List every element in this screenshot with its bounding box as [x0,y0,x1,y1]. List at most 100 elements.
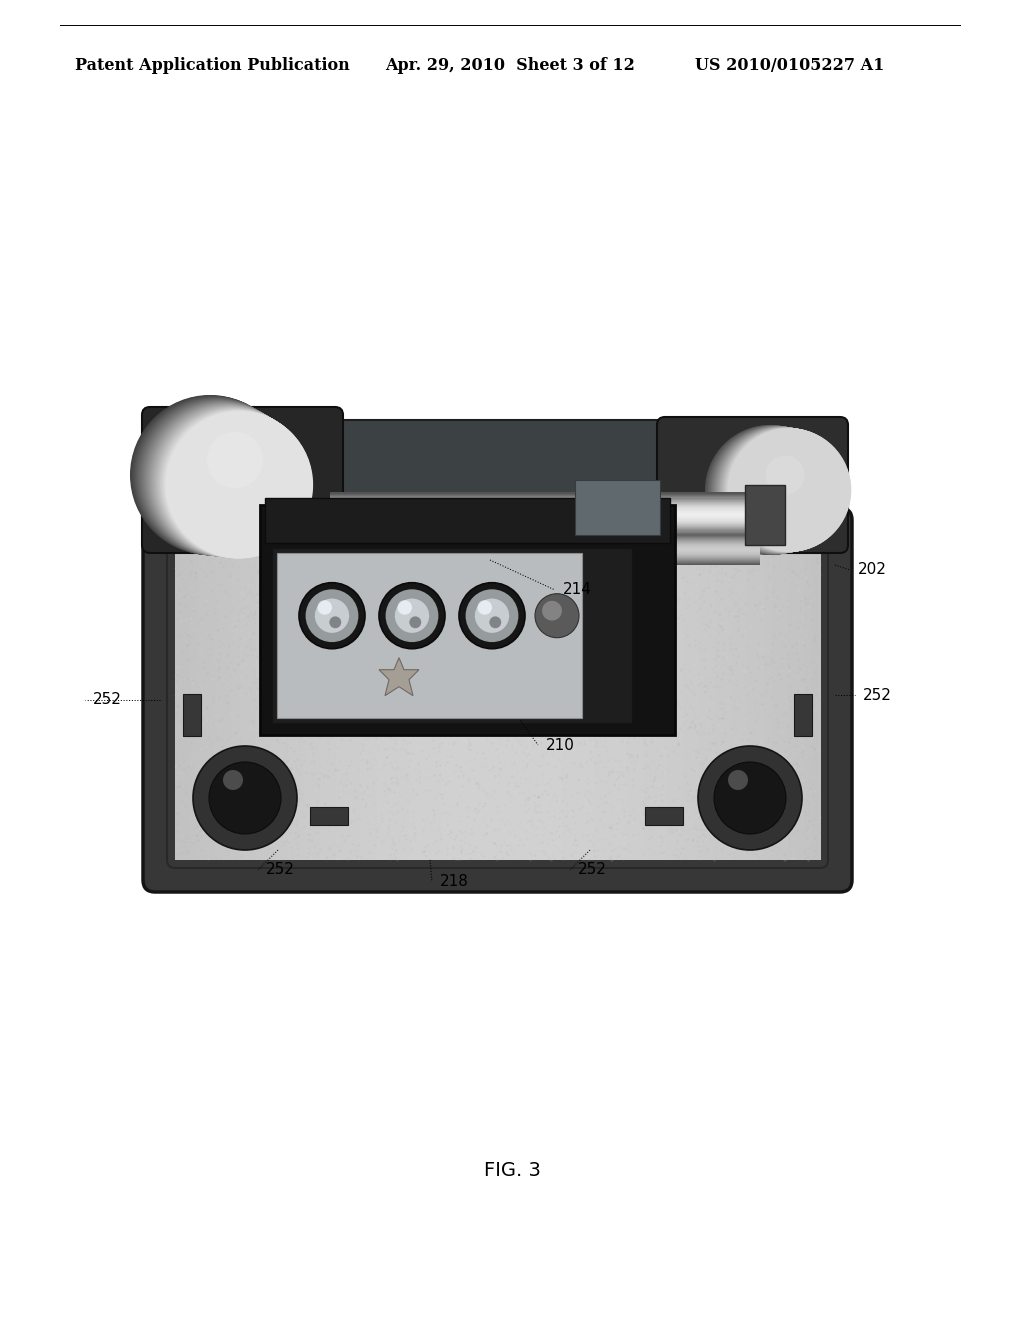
Bar [310,543,760,544]
Bar [330,513,750,516]
Bar [812,540,821,861]
Bar [256,540,264,861]
Circle shape [134,397,293,556]
Bar [330,507,750,508]
Bar [385,540,393,861]
Bar [330,506,750,507]
Polygon shape [379,657,419,696]
Bar [739,540,749,861]
Circle shape [146,403,301,557]
FancyBboxPatch shape [657,417,848,553]
Circle shape [162,409,310,558]
Bar [207,540,216,861]
Circle shape [721,428,847,553]
Bar [441,540,451,861]
Bar [330,513,750,515]
Circle shape [713,426,841,554]
Bar [330,523,750,525]
Bar [264,540,272,861]
Bar [223,540,232,861]
Bar [352,540,361,861]
Circle shape [717,426,844,553]
Text: 252: 252 [266,862,295,878]
Circle shape [154,405,305,557]
Circle shape [159,408,309,558]
Bar [310,540,760,543]
Bar [310,537,760,539]
Circle shape [164,411,312,558]
Bar [310,548,760,550]
Bar [433,540,442,861]
Circle shape [162,409,310,558]
Circle shape [716,426,843,553]
Circle shape [712,426,840,554]
Text: 202: 202 [858,562,887,578]
Circle shape [157,442,253,539]
Bar [610,540,620,861]
Bar [271,540,281,861]
Circle shape [707,425,837,554]
Circle shape [707,425,836,554]
Bar [330,502,750,504]
Bar [330,494,750,496]
Bar [392,540,401,861]
Circle shape [148,404,302,557]
Bar [360,540,370,861]
Bar [330,531,750,532]
Bar [310,550,760,552]
Bar [683,540,692,861]
Circle shape [152,405,304,557]
Circle shape [477,601,492,615]
Text: Apr. 29, 2010  Sheet 3 of 12: Apr. 29, 2010 Sheet 3 of 12 [385,57,635,74]
Bar [764,540,773,861]
Circle shape [719,426,845,553]
Circle shape [719,426,845,553]
Bar [330,535,750,537]
Bar [586,540,595,861]
Circle shape [141,400,298,556]
Bar [330,521,750,524]
Bar [546,540,555,861]
Bar [310,539,760,541]
Bar [645,807,683,825]
Circle shape [209,762,281,834]
Circle shape [155,407,306,557]
Bar [330,496,750,499]
Bar [312,540,322,861]
Circle shape [161,409,310,558]
Bar [330,525,750,527]
Bar [330,527,750,528]
Bar [521,540,530,861]
Bar [330,511,750,512]
Circle shape [714,762,786,834]
Bar [310,564,760,565]
Circle shape [718,426,844,553]
Circle shape [147,403,301,557]
Circle shape [475,598,509,632]
Circle shape [706,425,836,554]
Bar [310,544,760,546]
Bar [779,540,788,861]
Bar [330,499,750,500]
Circle shape [397,601,412,615]
Bar [330,500,750,502]
Bar [457,540,466,861]
Circle shape [705,425,835,554]
Bar [240,540,249,861]
Bar [708,540,716,861]
Circle shape [716,426,843,553]
Circle shape [720,428,846,553]
Circle shape [410,616,421,628]
Bar [330,492,750,494]
Circle shape [137,399,295,556]
Circle shape [131,396,291,556]
Circle shape [466,589,518,642]
Circle shape [715,426,842,553]
Bar [658,540,668,861]
Circle shape [141,400,297,556]
Circle shape [713,426,841,554]
Circle shape [535,594,579,638]
Bar [330,515,750,517]
Bar [675,540,684,861]
Circle shape [726,428,851,552]
